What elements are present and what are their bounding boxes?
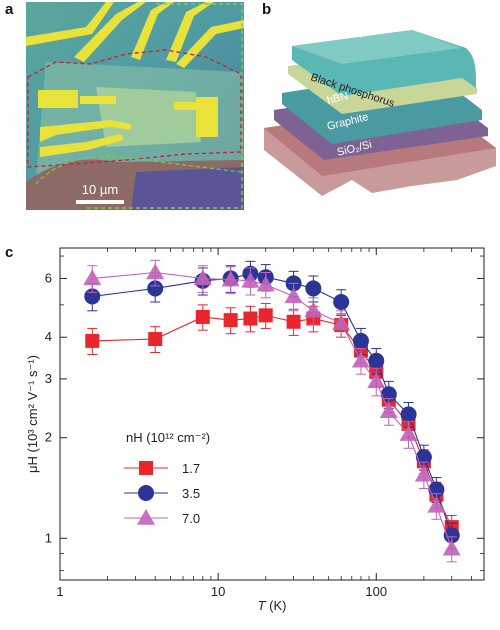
data-point bbox=[241, 271, 260, 288]
series-line bbox=[92, 314, 453, 528]
y-tick-label: 4 bbox=[45, 329, 52, 344]
series-layer bbox=[83, 259, 461, 563]
data-point bbox=[148, 332, 163, 347]
legend-title: nH (10¹² cm⁻²) bbox=[126, 430, 210, 445]
optical-micrograph: 10 µm bbox=[26, 2, 244, 210]
data-point bbox=[83, 269, 102, 286]
data-point bbox=[399, 425, 418, 441]
x-axis-label: T (K) bbox=[258, 598, 287, 613]
data-point bbox=[193, 269, 212, 286]
data-point bbox=[368, 352, 385, 369]
label-hbn-top: hBN bbox=[358, 24, 382, 41]
sio2-region bbox=[131, 167, 244, 210]
data-point bbox=[352, 332, 369, 349]
data-point bbox=[304, 301, 323, 318]
x-tick-label: 1 bbox=[56, 584, 63, 599]
data-point bbox=[221, 270, 240, 287]
legend-marker bbox=[137, 509, 155, 525]
data-point bbox=[305, 280, 322, 297]
scalebar-label: 10 µm bbox=[82, 182, 118, 197]
legend-label: 3.5 bbox=[182, 486, 200, 501]
legend-marker bbox=[138, 485, 154, 501]
data-point bbox=[284, 287, 303, 304]
x-axis-unit: (K) bbox=[266, 598, 287, 613]
y-tick-label: 2 bbox=[45, 430, 52, 445]
x-tick-label: 10 bbox=[211, 584, 225, 599]
data-point bbox=[147, 280, 164, 297]
y-tick-label: 6 bbox=[45, 270, 52, 285]
data-point bbox=[400, 406, 417, 423]
series-circle bbox=[84, 260, 460, 550]
graphite-outline bbox=[35, 155, 242, 185]
top-hbn-outline bbox=[86, 3, 243, 209]
hbn-outline bbox=[27, 49, 242, 168]
data-point bbox=[415, 449, 432, 466]
data-point bbox=[332, 314, 351, 331]
heterostructure-diagram: hBN Black phosphorus hBN Graphite SiO₂/S… bbox=[264, 24, 496, 196]
panel-label-a: a bbox=[5, 1, 14, 18]
legend: nH (10¹² cm⁻²) 1.7 3.5 7.0 bbox=[124, 430, 210, 526]
scalebar bbox=[76, 200, 124, 204]
legend-label: 7.0 bbox=[182, 511, 200, 526]
panel-label-c: c bbox=[5, 244, 14, 261]
data-point bbox=[427, 496, 446, 513]
mobility-chart: 1 10 100 1 2 3 4 6 μH (10³ cm² V⁻¹ s⁻¹) T (K) n… bbox=[25, 247, 485, 613]
series-square bbox=[85, 302, 459, 541]
y-tick-label: 3 bbox=[45, 371, 52, 386]
data-point bbox=[333, 293, 350, 310]
data-point bbox=[414, 465, 433, 482]
data-point bbox=[379, 402, 398, 419]
series-line bbox=[92, 273, 453, 536]
data-point bbox=[443, 527, 460, 544]
series-triangle bbox=[83, 259, 461, 563]
data-point bbox=[351, 351, 370, 368]
electrodes bbox=[26, 2, 244, 157]
y-axis-label: μH (10³ cm² V⁻¹ s⁻¹) bbox=[25, 355, 40, 473]
data-point bbox=[223, 313, 238, 328]
data-point bbox=[286, 314, 301, 329]
y-tick-label: 1 bbox=[45, 530, 52, 545]
data-point bbox=[243, 311, 258, 326]
x-axis-symbol: T bbox=[258, 598, 267, 613]
data-point bbox=[85, 333, 100, 348]
series-line bbox=[92, 271, 453, 549]
legend-marker bbox=[139, 461, 153, 475]
data-point bbox=[258, 308, 273, 323]
data-point bbox=[195, 309, 210, 324]
axis-ticks: 1 10 100 1 2 3 4 6 bbox=[45, 248, 484, 599]
data-point bbox=[146, 263, 165, 280]
data-point bbox=[442, 539, 461, 556]
data-point bbox=[256, 275, 275, 292]
plot-frame bbox=[59, 247, 485, 581]
x-tick-label: 100 bbox=[365, 584, 387, 599]
label-hbn-bottom: hBN bbox=[326, 90, 350, 107]
panel-label-b: b bbox=[262, 1, 272, 18]
legend-label: 1.7 bbox=[182, 461, 200, 476]
data-point bbox=[367, 372, 386, 389]
